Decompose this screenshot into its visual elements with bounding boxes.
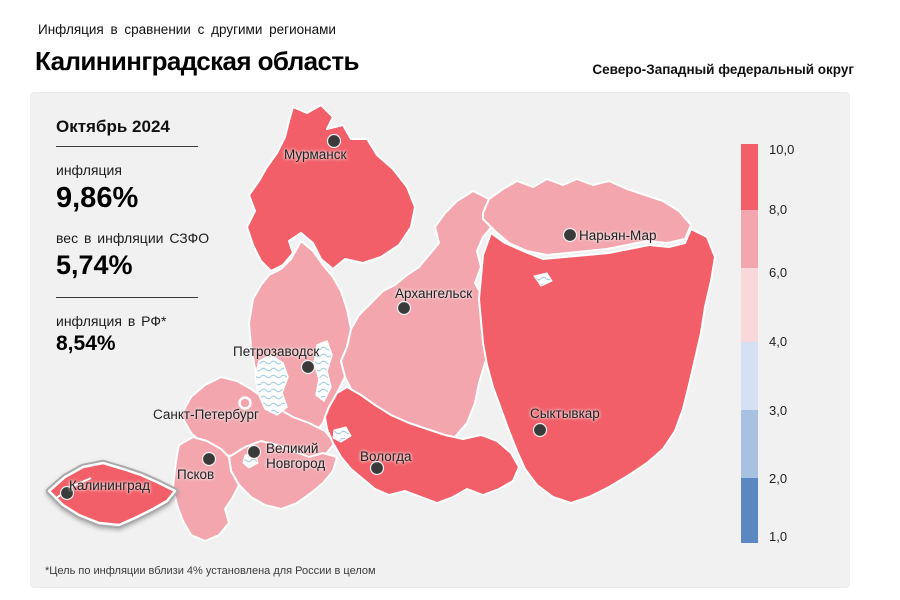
city-label-novgorod: Великий Новгород <box>266 441 326 471</box>
legend-tick-3: 3,0 <box>769 403 788 418</box>
indicator-panel: Октябрь 2024 инфляция 9,86% вес в инфляц… <box>56 117 266 356</box>
legend-segment-8-10 <box>741 144 758 210</box>
lake-komi-small <box>533 272 553 287</box>
legend-tick-6: 6,0 <box>769 265 788 280</box>
inflation-value: 9,86% <box>56 182 139 214</box>
city-dot-naryanmar <box>562 227 578 243</box>
rf-inflation-value: 8,54% <box>56 332 116 355</box>
federal-district-label: Северо-Западный федеральный округ <box>592 62 854 77</box>
region-kaliningrad[interactable] <box>47 461 177 527</box>
inflation-label: инфляция <box>56 162 122 178</box>
legend-segment-1-2 <box>741 478 758 543</box>
city-label-murmansk: Мурманск <box>284 147 347 162</box>
city-label-kaliningrad: Калининград <box>69 478 151 493</box>
city-dot-kaliningrad <box>59 485 75 501</box>
city-dot-novgorod <box>246 444 262 460</box>
rf-inflation-label: инфляция в РФ* <box>56 313 167 329</box>
region-kaliningrad-group <box>45 459 179 529</box>
legend-tick-8: 8,0 <box>769 202 788 217</box>
legend-tick-2: 2,0 <box>769 471 788 486</box>
map-panel: Мурманск Нарьян-Мар Архангельск Петрозав… <box>30 92 850 588</box>
city-label-syktyvkar: Сыктывкар <box>530 406 600 421</box>
city-dot-syktyvkar <box>532 422 548 438</box>
page-subtitle: Инфляция в сравнении с другими регионами <box>38 22 336 37</box>
city-label-vologda: Вологда <box>360 449 412 464</box>
legend-segment-2-3 <box>741 410 758 478</box>
region-spb[interactable] <box>238 396 252 410</box>
legend-segment-4-6 <box>741 268 758 342</box>
legend-segment-3-4 <box>741 342 758 410</box>
legend-tick-1: 1,0 <box>769 529 788 544</box>
city-dot-murmansk <box>326 133 342 149</box>
city-label-petrozavodsk: Петрозаводск <box>233 344 320 359</box>
period-label: Октябрь 2024 <box>56 117 170 136</box>
city-label-spb: Санкт-Петербург <box>153 407 259 422</box>
footnote: *Цель по инфляции вблизи 4% установлена … <box>45 565 376 577</box>
divider <box>56 297 198 298</box>
city-dot-arkhangelsk <box>396 300 412 316</box>
legend-tick-4: 4,0 <box>769 334 788 349</box>
region-nenets[interactable] <box>482 178 692 256</box>
legend-segment-6-8 <box>741 210 758 268</box>
region-murmansk[interactable] <box>246 104 416 272</box>
city-dot-vologda <box>369 460 385 476</box>
divider <box>56 146 198 147</box>
city-label-naryanmar: Нарьян-Мар <box>579 228 657 243</box>
city-label-arkhangelsk: Архангельск <box>395 286 473 301</box>
lake-ladoga <box>254 354 289 416</box>
page-title: Калининградская область <box>35 46 359 76</box>
city-dot-pskov <box>201 451 217 467</box>
legend-tick-10: 10,0 <box>769 142 795 157</box>
region-map <box>45 104 716 542</box>
color-scale-legend <box>741 144 758 543</box>
lake-vologda-small <box>332 426 352 443</box>
weight-value: 5,74% <box>56 250 133 280</box>
city-dot-petrozavodsk <box>300 359 316 375</box>
lake-onega <box>313 340 333 403</box>
city-label-pskov: Псков <box>177 467 215 482</box>
weight-label: вес в инфляции СЗФО <box>56 230 210 246</box>
